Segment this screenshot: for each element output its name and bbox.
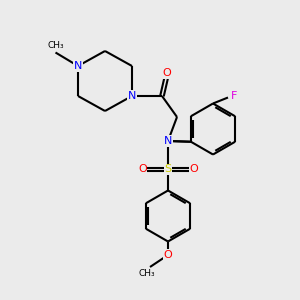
Text: O: O: [138, 164, 147, 175]
Text: N: N: [164, 136, 172, 146]
Text: CH₃: CH₃: [139, 269, 155, 278]
Text: O: O: [189, 164, 198, 175]
Text: N: N: [74, 61, 82, 71]
Text: N: N: [128, 91, 136, 101]
Text: O: O: [162, 68, 171, 79]
Text: O: O: [164, 250, 172, 260]
Text: CH₃: CH₃: [47, 41, 64, 50]
Text: F: F: [231, 91, 237, 101]
Text: S: S: [164, 164, 172, 175]
